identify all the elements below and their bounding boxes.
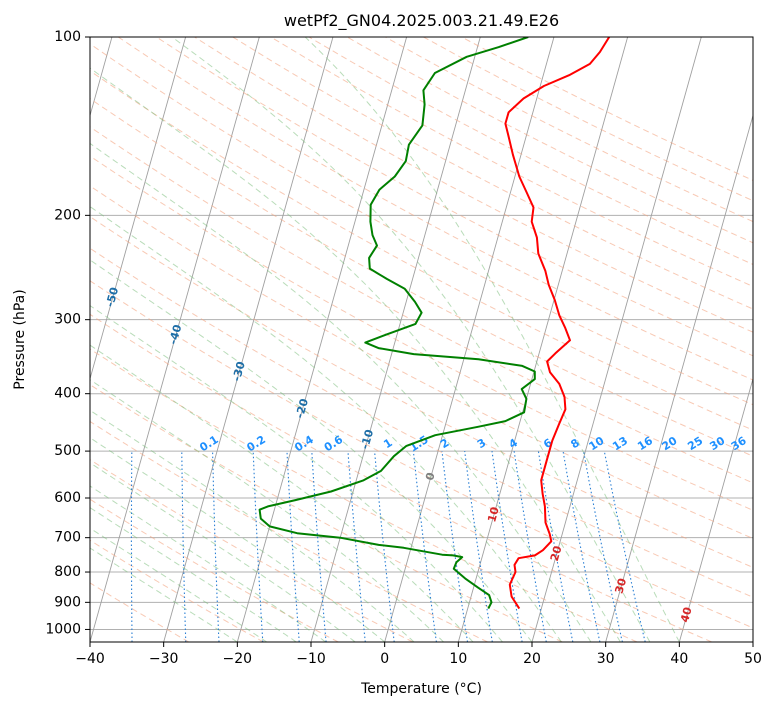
mixing-ratio-line: [562, 451, 601, 642]
y-axis-label: Pressure (hPa): [12, 289, 28, 389]
dry-adiabat: [90, 185, 753, 540]
x-tick-label: −20: [223, 651, 253, 667]
mixing-ratio-line: [583, 451, 623, 642]
y-tick-label: 800: [54, 564, 81, 580]
isotherm-label: 40: [678, 605, 695, 624]
isotherm-line: [163, 37, 334, 642]
isotherm-label: -30: [230, 360, 248, 383]
y-tick-label: 900: [54, 594, 81, 610]
x-tick-label: 40: [670, 651, 688, 667]
x-tick-label: 20: [523, 651, 541, 667]
isotherm-line: [236, 37, 408, 642]
moist-adiabat: [90, 485, 326, 642]
dry-adiabat: [90, 420, 488, 642]
y-tick-label: 400: [54, 386, 81, 402]
moist-adiabat: [90, 462, 356, 642]
isotherm-line: [605, 113, 753, 642]
dry-adiabat: [90, 247, 753, 598]
x-axis-ticks: −40 −30 −20 −10 0 10 20 30 40 50: [75, 642, 762, 667]
dewpoint-profile: [258, 37, 536, 610]
x-tick-label: 30: [597, 651, 615, 667]
isotherm-label: 20: [548, 544, 565, 563]
dry-adiabat: [90, 459, 414, 642]
x-tick-label: 50: [744, 651, 762, 667]
mixing-ratio-line: [537, 451, 574, 642]
profile-lines: [258, 37, 611, 610]
dry-adiabat: [90, 582, 190, 642]
mixing-ratio-line: [374, 451, 395, 642]
x-tick-label: −10: [296, 651, 326, 667]
isotherm-label: -40: [167, 323, 185, 346]
dry-adiabat: [90, 216, 753, 568]
moist-adiabat: [90, 409, 415, 642]
y-tick-label: 1000: [45, 621, 81, 637]
dry-adiabat: [90, 539, 264, 642]
mixing-ratio-line: [603, 450, 646, 642]
dry-adiabat: [90, 70, 753, 431]
isotherm-line: [384, 37, 555, 642]
isotherm-line: [90, 37, 260, 642]
moist-adiabat: [90, 142, 592, 642]
moist-adiabat: [90, 205, 562, 642]
isotherm-label: 30: [613, 577, 630, 596]
y-tick-label: 600: [54, 490, 81, 506]
isotherm-label: -20: [293, 397, 311, 420]
temperature-profile: [504, 37, 611, 610]
moist-adiabat: [90, 379, 444, 642]
isotherm-line: [90, 37, 187, 381]
dry-adiabat: [90, 313, 712, 642]
dry-adiabat: [90, 348, 638, 642]
x-tick-label: −30: [149, 651, 179, 667]
isotherm-line: [678, 377, 753, 642]
moist-adiabat: [90, 259, 533, 642]
dry-adiabat: [194, 37, 753, 333]
moist-adiabat: [90, 67, 621, 642]
mixing-ratio-line: [412, 451, 437, 642]
y-tick-label: 300: [54, 312, 81, 328]
x-tick-label: 0: [380, 651, 389, 667]
mixing-ratio-line: [441, 451, 469, 642]
y-tick-label: 500: [54, 443, 81, 459]
y-tick-label: 200: [54, 207, 81, 223]
isotherm-label: -50: [103, 286, 121, 309]
moist-adiabat: [90, 507, 297, 642]
mixing-ratio-line: [464, 451, 493, 642]
plot-frame: [89, 36, 754, 643]
moist-adiabat: [304, 37, 680, 642]
isotherm-label: 10: [485, 505, 502, 524]
y-tick-label: 100: [54, 29, 81, 45]
dry-adiabat: [156, 37, 753, 357]
dry-adiabat: [90, 384, 563, 642]
dry-adiabat: [90, 43, 753, 406]
moist-adiabat: [171, 37, 651, 642]
mixing-ratio-line: [311, 451, 327, 642]
y-tick-label: 700: [54, 530, 81, 546]
x-tick-label: 10: [449, 651, 467, 667]
moist-adiabat: [90, 344, 474, 642]
mixing-ratio-line: [347, 451, 366, 642]
x-axis-label: Temperature (°C): [360, 681, 482, 697]
isotherm-label: 0: [423, 471, 438, 482]
x-tick-label: −40: [75, 651, 105, 667]
isotherm-line: [531, 37, 702, 642]
y-axis-ticks: 100 200 300 400 500 600 700 800 900 1000: [45, 29, 90, 637]
chart-title: wetPf2_GN04.2025.003.21.49.E26: [284, 11, 559, 31]
dry-adiabat: [90, 155, 753, 511]
isotherm-label: -10: [358, 428, 376, 451]
